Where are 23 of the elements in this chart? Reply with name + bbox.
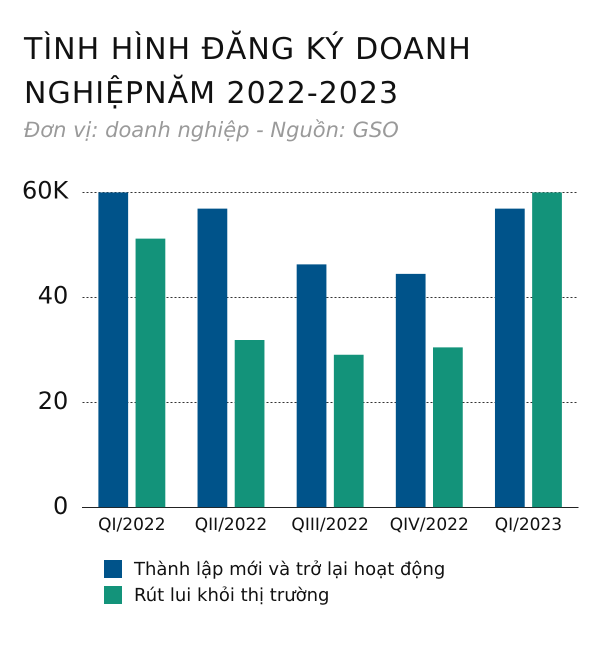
x-tick-label: QI/2022 xyxy=(98,515,166,536)
x-tick-label: QII/2022 xyxy=(194,515,268,536)
y-tick-label: 60K xyxy=(22,176,70,205)
bar xyxy=(198,208,228,508)
bar xyxy=(334,354,364,508)
x-tick-label: QI/2023 xyxy=(494,515,562,536)
bar xyxy=(532,192,562,508)
bar xyxy=(296,264,326,508)
bar xyxy=(136,238,166,508)
y-tick-label: 40 xyxy=(38,282,68,310)
bar xyxy=(494,208,525,508)
bar xyxy=(234,340,264,508)
bar xyxy=(98,192,128,508)
y-tick-label: 20 xyxy=(38,386,68,415)
legend-label: Thành lập mới và trở lại hoạt động xyxy=(134,558,446,580)
bar xyxy=(396,274,426,508)
y-tick-label: 0 xyxy=(52,492,68,520)
bar xyxy=(433,347,463,508)
chart-subtitle: Đơn vị: doanh nghiệp - Nguồn: GSO xyxy=(23,117,400,142)
x-tick-label: QIII/2022 xyxy=(291,515,369,536)
legend-label: Rút lui khỏi thị trường xyxy=(134,584,330,606)
x-tick-label: QIV/2022 xyxy=(390,515,469,536)
chart-title: TÌNH HÌNH ĐĂNG KÝ DOANH NGHIỆPNĂM 2022-2023 xyxy=(22,30,473,113)
